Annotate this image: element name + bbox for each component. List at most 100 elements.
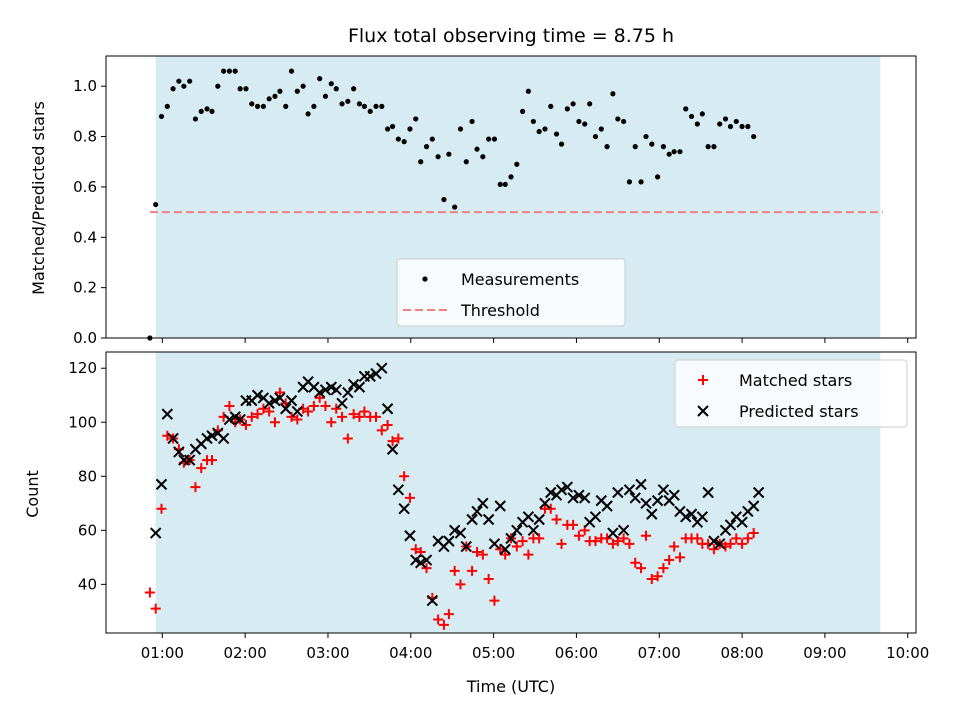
- matched-star-point: [393, 433, 404, 444]
- predicted-star-point: [251, 389, 264, 401]
- matched-star-point: [348, 409, 359, 420]
- predicted-star-point: [511, 524, 523, 537]
- measurement-point: [548, 103, 554, 109]
- predicted-star-point: [381, 403, 394, 415]
- predicted-star-point: [685, 508, 698, 520]
- matched-star-point: [551, 514, 562, 525]
- measurement-point: [530, 118, 536, 125]
- y-tick-label: 100: [68, 413, 97, 431]
- measurement-point: [638, 179, 644, 185]
- predicted-star-point: [499, 543, 511, 555]
- matched-star-point: [545, 503, 556, 514]
- matched-star-point: [590, 536, 601, 547]
- predicted-star-point: [617, 524, 630, 537]
- measurement-point: [598, 126, 604, 132]
- measurement-point: [407, 126, 413, 132]
- matched-star-point: [708, 544, 719, 555]
- x-tick-label: 03:00: [306, 644, 349, 662]
- matched-star-point: [342, 433, 353, 444]
- measurement-point: [604, 144, 610, 150]
- measurement-point: [508, 174, 514, 180]
- measurement-point: [300, 83, 306, 89]
- predicted-star-point: [482, 513, 495, 526]
- legend-frame: [674, 359, 908, 428]
- measurement-point: [457, 126, 464, 132]
- predicted-star-point: [629, 492, 641, 504]
- matched-star-point: [207, 455, 218, 466]
- bottom-y-axis-label: Count: [23, 470, 42, 518]
- matched-star-point: [196, 463, 207, 474]
- matched-star-point: [337, 411, 348, 422]
- matched-star-point: [652, 571, 663, 582]
- predicted-star-point: [263, 397, 275, 410]
- matched-star-point: [292, 414, 303, 425]
- measurement-point: [745, 123, 751, 130]
- measurement-point: [351, 86, 357, 92]
- predicted-star-point: [183, 454, 196, 466]
- chart-title: Flux total observing time = 8.75 h: [348, 25, 674, 47]
- x-tick-label: 10:00: [886, 644, 929, 662]
- matched-star-point: [737, 538, 748, 549]
- matched-star-point: [725, 538, 736, 549]
- matched-star-point: [433, 614, 444, 625]
- matched-star-point: [150, 603, 161, 614]
- matched-star-point: [641, 530, 651, 541]
- predicted-star-point: [471, 505, 483, 518]
- axes-frame: [105, 351, 917, 634]
- matched-star-point: [630, 557, 641, 568]
- predicted-star-point: [161, 408, 173, 420]
- predicted-star-point: [561, 481, 574, 493]
- y-tick-label: 40: [78, 575, 97, 593]
- predicted-star-point: [426, 594, 439, 607]
- measurement-point: [356, 101, 363, 107]
- predicted-star-point: [364, 370, 376, 383]
- y-tick-label: 0.4: [73, 228, 97, 246]
- matched-star-point: [511, 541, 522, 552]
- x-tick-label: 09:00: [803, 644, 846, 662]
- measurement-point: [519, 108, 526, 114]
- matched-star-point: [472, 546, 483, 557]
- measurement-point: [582, 121, 588, 127]
- predicted-star-point: [342, 386, 354, 399]
- matched-star-point: [742, 533, 753, 544]
- predicted-star-point: [353, 381, 366, 393]
- matched-star-point: [455, 579, 466, 590]
- matched-star-point: [354, 411, 365, 422]
- measurement-point: [204, 106, 210, 112]
- predicted-star-point: [466, 513, 478, 526]
- predicted-star-point: [173, 446, 185, 458]
- measurement-point: [249, 101, 255, 107]
- matched-star-point: [573, 530, 584, 541]
- matched-star-point: [523, 549, 534, 560]
- measurement-point: [435, 154, 441, 160]
- matched-star-point: [269, 417, 280, 428]
- legend-label: Predicted stars: [739, 402, 859, 421]
- predicted-star-point: [635, 478, 647, 491]
- measurement-point: [688, 113, 695, 120]
- matched-star-point: [669, 541, 680, 552]
- measurement-point: [176, 78, 182, 84]
- measurement-point: [576, 118, 582, 125]
- predicted-star-point: [555, 484, 568, 496]
- predicted-star-point: [404, 530, 416, 542]
- matched-star-point: [144, 587, 155, 598]
- measurement-point: [722, 116, 729, 122]
- measurement-point: [221, 68, 227, 74]
- measurement-point: [311, 103, 317, 109]
- predicted-star-point: [234, 413, 246, 426]
- predicted-star-point: [217, 432, 230, 445]
- predicted-star-point: [533, 513, 545, 526]
- measurement-point: [260, 103, 266, 109]
- legend-frame: [396, 258, 626, 327]
- legend-label: Measurements: [461, 270, 579, 289]
- predicted-star-point: [206, 430, 218, 442]
- x-tick-label: 08:00: [720, 644, 763, 662]
- predicted-star-point: [607, 527, 619, 539]
- y-tick-label: 0.0: [73, 329, 97, 347]
- measurement-point: [441, 196, 447, 203]
- predicted-star-point: [724, 519, 737, 531]
- matched-star-point: [731, 533, 742, 544]
- ratio-panel: 0.0 0.2 0.4 0.6 0.8 1.0 Measurements Threshold: [73, 55, 917, 347]
- matched-star-point: [483, 573, 494, 584]
- measurement-point: [192, 116, 199, 122]
